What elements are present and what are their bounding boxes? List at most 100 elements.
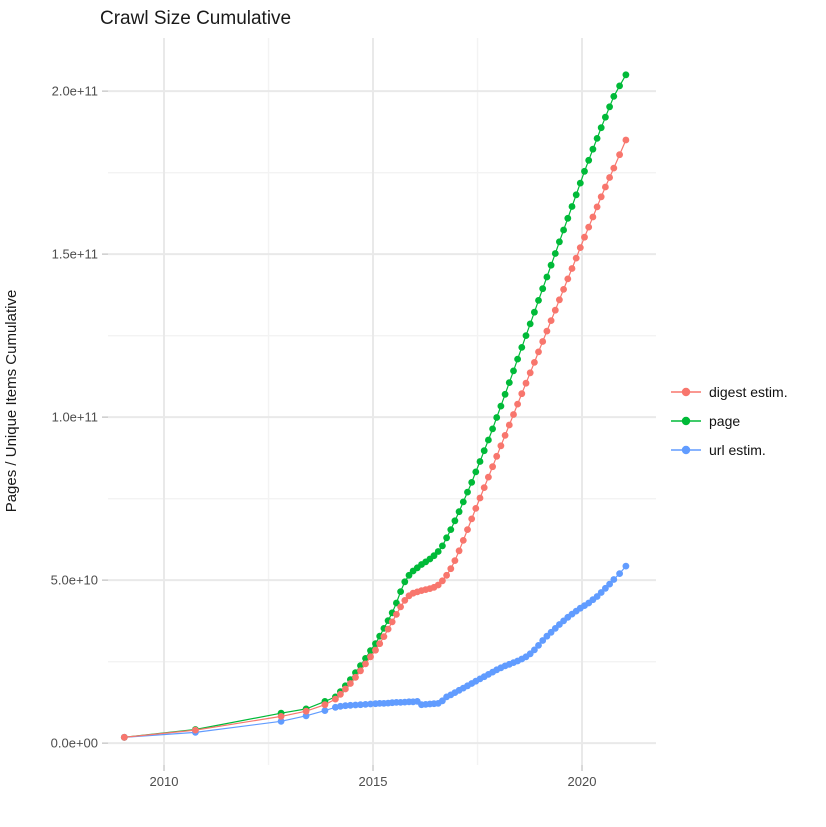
x-tick-label: 2020	[568, 774, 597, 789]
data-point-url-estim-	[539, 637, 547, 644]
data-point-page	[547, 261, 555, 269]
data-point-digest-estim-	[501, 432, 509, 439]
data-point-digest-estim-	[439, 577, 446, 585]
data-point-digest-estim-	[464, 526, 471, 533]
data-point-digest-estim-	[535, 348, 542, 356]
data-point-page	[405, 571, 413, 579]
data-point-digest-estim-	[593, 203, 601, 211]
data-point-digest-estim-	[551, 306, 559, 314]
data-point-digest-estim-	[510, 411, 517, 418]
data-point-page	[493, 414, 501, 421]
data-point-page	[514, 355, 521, 363]
legend-label: page	[709, 413, 740, 429]
data-point-page	[476, 458, 484, 465]
y-tick-label: 5.0e+10	[51, 573, 98, 588]
data-point-page	[451, 517, 459, 525]
data-point-page	[501, 390, 509, 398]
minor-gridlines	[108, 38, 656, 765]
data-point-page	[560, 226, 567, 234]
data-point-url-estim-	[352, 701, 359, 709]
data-series-layer	[120, 71, 630, 741]
data-point-digest-estim-	[352, 673, 359, 681]
data-point-digest-estim-	[597, 193, 605, 201]
data-point-digest-estim-	[459, 537, 467, 544]
data-point-digest-estim-	[531, 359, 538, 366]
data-point-digest-estim-	[526, 369, 534, 377]
axis-tick-labels: 2010 2015 2020 0.0e+00 5.0e+10 1.0e+11 1.5e+11…	[51, 84, 597, 789]
data-point-page	[535, 297, 542, 304]
data-point-digest-estim-	[277, 713, 285, 720]
data-point-digest-estim-	[357, 667, 364, 675]
data-point-digest-estim-	[539, 338, 547, 345]
data-point-digest-estim-	[342, 685, 349, 693]
data-point-page	[551, 250, 559, 257]
data-point-digest-estim-	[581, 233, 588, 241]
data-point-page	[472, 468, 480, 476]
data-point-url-estim-	[616, 570, 623, 577]
data-point-url-estim-	[337, 702, 344, 710]
data-point-digest-estim-	[505, 421, 513, 429]
data-point-digest-estim-	[447, 565, 455, 573]
data-point-digest-estim-	[372, 646, 379, 654]
data-point-page	[468, 479, 476, 486]
data-point-page	[622, 71, 630, 79]
data-point-digest-estim-	[472, 505, 480, 512]
data-point-page	[526, 320, 534, 328]
data-point-digest-estim-	[543, 327, 551, 335]
data-point-page	[497, 402, 505, 410]
data-point-url-estim-	[602, 584, 609, 592]
data-point-page	[518, 344, 526, 351]
data-point-digest-estim-	[384, 625, 392, 633]
data-point-digest-estim-	[572, 254, 580, 262]
data-point-page	[455, 508, 463, 516]
data-point-digest-estim-	[455, 547, 463, 555]
data-point-digest-estim-	[518, 390, 526, 398]
data-point-page	[572, 191, 580, 199]
data-point-page	[367, 647, 374, 654]
data-point-url-estim-	[531, 646, 538, 654]
data-point-digest-estim-	[393, 611, 400, 618]
data-point-page	[610, 93, 618, 100]
data-point-url-estim-	[606, 580, 613, 588]
legend-key-dot	[681, 445, 691, 455]
data-point-digest-estim-	[485, 473, 492, 481]
data-point-digest-estim-	[451, 557, 459, 564]
data-point-digest-estim-	[606, 174, 613, 181]
y-tick-label: 0.0e+00	[51, 736, 98, 751]
data-point-digest-estim-	[514, 400, 521, 408]
data-point-digest-estim-	[321, 701, 329, 709]
data-point-page	[510, 367, 517, 375]
data-point-page	[459, 498, 467, 506]
data-point-page	[597, 124, 605, 132]
data-point-page	[489, 425, 496, 433]
data-point-digest-estim-	[332, 695, 339, 703]
data-point-digest-estim-	[493, 452, 501, 460]
data-point-url-estim-	[597, 589, 605, 596]
data-point-digest-estim-	[302, 707, 310, 715]
data-point-digest-estim-	[480, 484, 488, 491]
y-tick-label: 2.0e+11	[52, 84, 98, 99]
data-point-digest-estim-	[388, 618, 396, 626]
data-point-digest-estim-	[602, 183, 609, 191]
data-point-digest-estim-	[476, 494, 484, 502]
data-point-digest-estim-	[347, 680, 354, 687]
data-point-digest-estim-	[497, 442, 505, 450]
data-point-page	[401, 578, 409, 586]
data-point-digest-estim-	[362, 660, 369, 668]
data-point-page	[564, 214, 572, 222]
data-point-digest-estim-	[192, 726, 199, 734]
data-point-page	[581, 167, 588, 175]
data-point-url-estim-	[347, 701, 354, 709]
data-point-page	[531, 308, 538, 316]
chart-title: Crawl Size Cumulative	[100, 8, 291, 29]
data-point-page	[434, 548, 442, 555]
y-tick-label: 1.5e+11	[52, 247, 98, 262]
data-point-url-estim-	[277, 717, 285, 725]
data-point-page	[585, 156, 593, 164]
data-point-digest-estim-	[401, 597, 409, 604]
legend-key-dot	[681, 387, 691, 397]
x-tick-label: 2015	[359, 774, 388, 789]
data-point-page	[443, 534, 450, 542]
